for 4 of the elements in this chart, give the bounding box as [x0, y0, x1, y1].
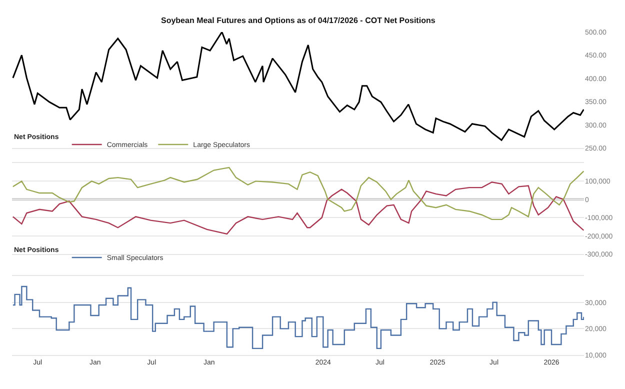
chart-title: Soybean Meal Futures and Options as of 04/17/2026 - COT Net Positions: [161, 16, 436, 25]
line-series: [12, 32, 584, 141]
line-series: [12, 166, 584, 220]
line-series: [12, 182, 584, 235]
